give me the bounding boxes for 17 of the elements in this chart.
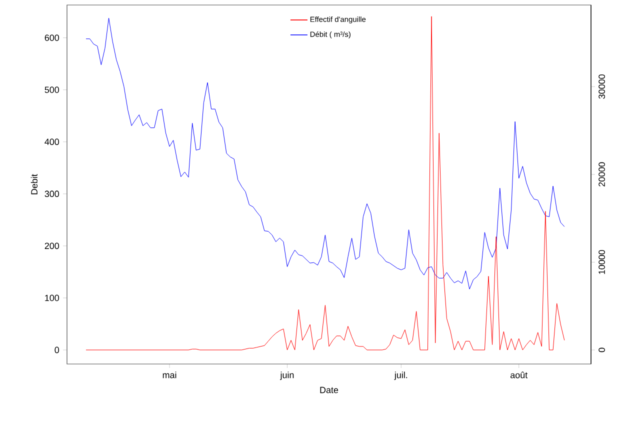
y-tick-label: 300 <box>44 190 60 198</box>
y-tick-label: 100 <box>45 294 60 302</box>
y2-tick-label: 0 <box>598 348 605 352</box>
y2-tick-label: 20000 <box>598 162 605 186</box>
y-axis-title: Debit <box>30 174 38 194</box>
x-tick-label: mai <box>162 372 176 378</box>
y-tick-label: 0 <box>54 346 60 354</box>
x-tick-label: juil. <box>394 372 408 380</box>
y2-tick-label: 30000 <box>598 74 605 99</box>
y-tick-label: 500 <box>44 86 60 93</box>
x-tick-label: août <box>510 372 528 378</box>
y2-tick-label: 10000 <box>598 250 605 274</box>
x-axis-title: Date <box>320 386 338 394</box>
y-tick-label: 600 <box>44 34 60 41</box>
x-tick-label: juin <box>280 372 294 380</box>
y-tick-label: 400 <box>44 138 60 146</box>
y-tick-label: 200 <box>44 242 60 250</box>
